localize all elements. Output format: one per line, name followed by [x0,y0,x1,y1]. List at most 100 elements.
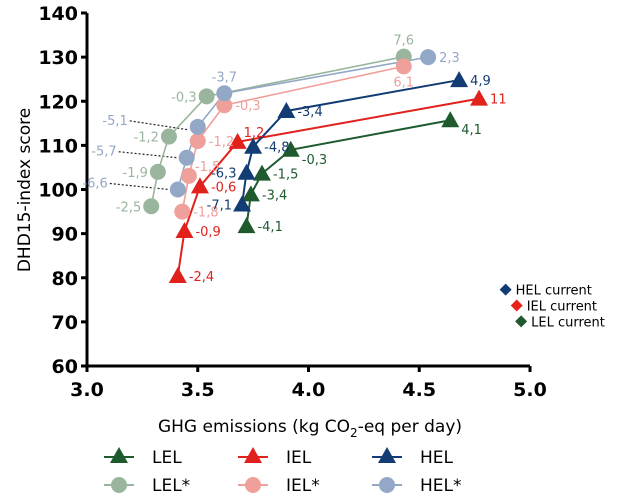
x-tick-label: 4.5 [402,379,436,401]
current-marker-label: IEL current [527,300,597,315]
legend-label: HEL* [420,476,462,496]
current-diamond-marker [499,283,512,296]
current-marker-label: LEL current [531,315,605,330]
circle-point [180,167,197,184]
legend-circle-icon [379,477,395,493]
legend-triangle-icon [378,447,396,463]
y-tick-label: 120 [38,91,78,113]
x-axis-label-sub: 2 [350,426,358,440]
legend-label: IEL* [286,476,320,496]
point-label: -1,2 [209,135,234,150]
legend-label: HEL [420,448,454,468]
triangle-point [252,164,271,181]
triangle-point [233,195,252,212]
point-label: 11 [490,93,507,108]
circle-point [216,85,233,102]
circle-point [143,198,160,215]
legend-label: LEL* [152,476,190,496]
leader-line [118,151,178,159]
y-tick-label: 60 [52,356,78,378]
triangle-point [281,140,300,157]
point-label: -4,1 [257,220,282,235]
x-axis-label-main: GHG emissions (kg CO [158,417,350,437]
series-markers [143,48,489,283]
point-label: -1,5 [195,160,220,175]
triangle-point [168,266,187,283]
triangle-point [241,185,260,202]
triangle-point [244,137,263,154]
legend: LEL IEL HEL LEL* IEL* HEL* [104,447,462,496]
legend-label: LEL [152,448,182,468]
point-label: 1,2 [244,126,265,141]
point-label: 7,6 [393,34,414,49]
point-label: -4,8 [264,141,289,156]
point-label: 4,1 [461,123,482,138]
point-label: 6,1 [393,75,414,90]
point-label: 2,3 [439,51,460,66]
triangle-point [277,101,296,118]
triangle-point [228,132,247,149]
circle-point [149,163,166,180]
triangle-point [237,163,256,180]
x-tick-label: 5.0 [513,379,547,401]
point-label: -3,4 [262,188,287,203]
point-label: -3,4 [297,105,322,120]
point-label: -2,5 [116,200,141,215]
y-tick-label: 130 [38,47,78,69]
x-axis-label: GHG emissions (kg CO2-eq per day) [158,417,462,440]
x-tick-label: 3.5 [181,379,215,401]
circle-point [178,149,195,166]
legend-triangle-icon [244,447,262,463]
y-tick-label: 80 [52,268,78,290]
current-diamond-marker [515,315,528,328]
triangle-point [470,89,489,106]
y-tick-label: 110 [38,135,78,157]
series-line-lel-star [150,55,404,207]
triangle-point [237,217,256,234]
legend-label: IEL [286,448,312,468]
point-label: -0,3 [302,153,327,168]
axes: 3.0 3.5 4.0 4.5 5.0 60 70 80 90 100 110 120 130 140 [38,3,547,401]
x-tick-label: 3.0 [70,379,104,401]
legend-circle-icon [245,477,261,493]
point-label: -5,7 [91,145,116,160]
point-label: -0,9 [195,225,220,240]
y-tick-label: 70 [52,312,78,334]
point-label: -2,4 [189,270,214,285]
y-tick-label: 100 [38,180,78,202]
y-tick-label: 90 [52,224,78,246]
legend-triangle-icon [110,447,128,463]
x-tick-label: 4.0 [292,379,326,401]
circle-point [420,49,437,66]
circle-point [160,128,177,145]
point-label: -5,1 [102,114,127,129]
point-label: -1,8 [193,206,218,221]
current-marker-label: HEL current [516,284,592,299]
y-axis-label: DHD15-index score [15,108,35,272]
point-label: -1,2 [134,131,159,146]
triangle-point [175,221,194,238]
circle-point [216,97,233,114]
leader-line [109,182,169,191]
leader-line [129,120,189,131]
leader-lines [109,120,189,191]
point-label: -6,3 [211,167,236,182]
point-label: 4,9 [470,74,491,89]
circle-point [189,132,206,149]
circle-point [395,58,412,75]
point-label: -7,1 [207,199,232,214]
point-label: -0,3 [235,99,260,114]
triangle-point [190,177,209,194]
y-tick-label: 140 [38,3,78,25]
point-label: -0,3 [171,90,196,105]
point-label: -6,6 [82,177,107,192]
triangle-point [441,111,460,128]
circle-point [198,88,215,105]
current-diamond-marker [510,299,523,312]
triangle-point [450,71,469,88]
legend-circle-icon [111,477,127,493]
circle-point [189,118,206,135]
circle-point [174,203,191,220]
